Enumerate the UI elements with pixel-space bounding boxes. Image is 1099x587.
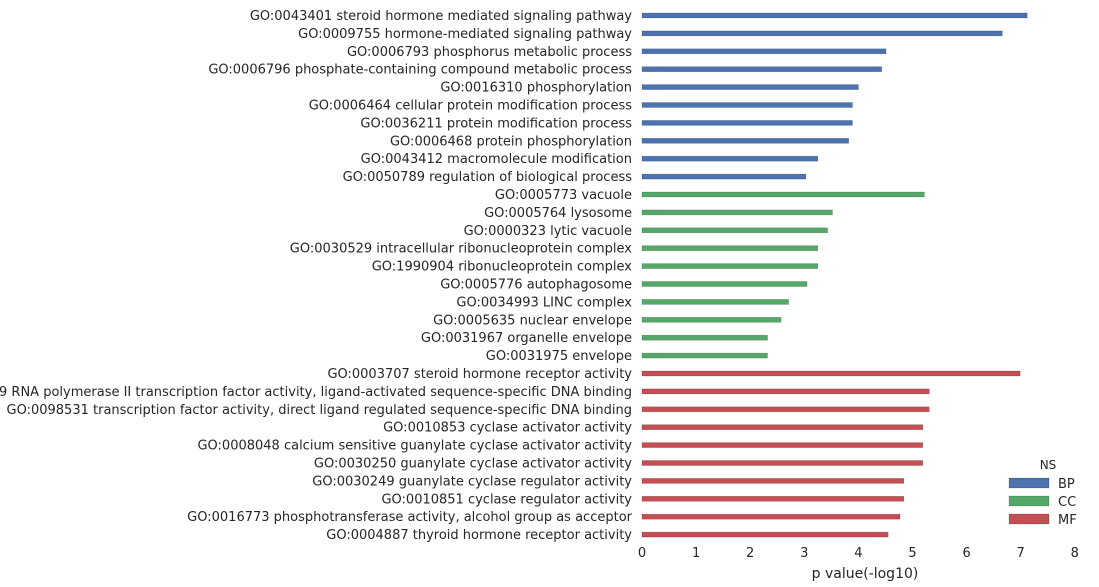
bar-bp (641, 138, 849, 144)
category-label: GO:0098531 transcription factor activity… (7, 403, 632, 418)
bar-cc (641, 209, 833, 216)
legend-label-bp: BP (1058, 477, 1075, 492)
bar-cc (641, 352, 768, 359)
category-label: GO:0010851 cyclase regulator activity (381, 492, 632, 507)
bar-mf (641, 424, 924, 431)
category-label: GO:0000323 lytic vacuole (464, 224, 632, 239)
bar-cc (641, 334, 768, 341)
category-label: GO:0031975 envelope (486, 349, 632, 364)
x-tick-label: 4 (854, 546, 862, 561)
bar-mf (641, 460, 924, 466)
x-tick-label: 0 (638, 546, 646, 561)
legend-label-mf: MF (1058, 513, 1077, 528)
category-label: GO:0009755 hormone-mediated signaling pa… (298, 27, 632, 42)
bar-mf (641, 478, 905, 484)
category-label: GO:0005635 nuclear envelope (433, 313, 632, 328)
bar-bp (641, 30, 1003, 37)
bar-bp (641, 48, 887, 55)
category-label: GO:0034993 LINC complex (456, 295, 632, 310)
bar-bp (641, 12, 1028, 19)
category-label: GO:0030250 guanylate cyclase activator a… (314, 457, 632, 472)
category-label: GO:0030249 guanylate cyclase regulator a… (312, 474, 632, 489)
x-tick-label: 6 (962, 546, 970, 561)
bars-group (641, 12, 1028, 538)
x-tick-label: 7 (1017, 546, 1025, 561)
bar-cc (641, 245, 819, 251)
legend-swatch-bp (1008, 477, 1050, 489)
category-label: GO:0006796 phosphate-containing compound… (208, 63, 632, 78)
x-tick-label: 3 (800, 546, 808, 561)
bar-bp (641, 102, 853, 108)
category-label: GO:0050789 regulation of biological proc… (343, 170, 633, 185)
category-label: GO:1990904 ribonucleoprotein complex (372, 260, 633, 275)
x-axis-ticks-group: 0 1 2 3 4 5 6 7 8 (638, 546, 1079, 561)
category-label: GO:0043412 macromolecule modification (361, 152, 632, 167)
bar-mf (641, 513, 901, 520)
x-axis-title: p value(-log10) (812, 566, 919, 582)
category-label: GO:0005776 autophagosome (440, 278, 632, 293)
category-label: GO:0031967 organelle envelope (421, 331, 632, 346)
x-tick-label: 5 (908, 546, 916, 561)
legend-title: NS (1040, 458, 1057, 472)
bar-mf (641, 495, 905, 502)
bar-cc (641, 263, 819, 269)
category-label: GO:0006464 cellular protein modification… (309, 99, 632, 114)
bar-mf (641, 388, 930, 395)
category-labels-group: GO:0043401 steroid hormone mediated sign… (0, 9, 633, 543)
bar-bp (641, 120, 853, 126)
bar-mf (641, 370, 1021, 377)
legend-swatch-cc (1008, 495, 1050, 507)
category-label: GO:0005764 lysosome (484, 206, 632, 221)
bar-mf (641, 531, 889, 538)
bar-bp (641, 155, 819, 162)
bar-bp (641, 84, 859, 90)
legend-swatch-mf (1008, 513, 1050, 525)
legend-label-cc: CC (1058, 495, 1076, 510)
bar-cc (641, 299, 789, 305)
bar-cc (641, 281, 808, 287)
category-label: GO:0004879 RNA polymerase II transcripti… (0, 385, 632, 400)
x-tick-label: 8 (1071, 546, 1079, 561)
bar-cc (641, 191, 925, 198)
bar-mf (641, 442, 924, 448)
bar-cc (641, 227, 828, 234)
legend: NS BP CC MF (1008, 458, 1077, 528)
category-label: GO:0006468 protein phosphorylation (390, 134, 632, 149)
bar-mf (641, 406, 930, 413)
category-label: GO:0043401 steroid hormone mediated sign… (250, 9, 632, 24)
category-label: GO:0036211 protein modification process (360, 116, 632, 131)
x-tick-label: 1 (692, 546, 700, 561)
category-label: GO:0008048 calcium sensitive guanylate c… (197, 439, 632, 454)
x-tick-label: 2 (746, 546, 754, 561)
category-label: GO:0016773 phosphotransferase activity, … (187, 510, 632, 525)
category-label: GO:0030529 intracellular ribonucleoprote… (290, 242, 633, 257)
bar-cc (641, 316, 782, 323)
category-label: GO:0005773 vacuole (495, 188, 632, 203)
bar-bp (641, 66, 882, 72)
category-label: GO:0003707 steroid hormone receptor acti… (327, 367, 632, 382)
category-label: GO:0016310 phosphorylation (440, 81, 632, 96)
bar-bp (641, 173, 807, 180)
category-label: GO:0006793 phosphorus metabolic process (347, 45, 632, 60)
category-label: GO:0004887 thyroid hormone receptor acti… (326, 528, 632, 543)
category-label: GO:0010853 cyclase activator activity (383, 421, 632, 436)
